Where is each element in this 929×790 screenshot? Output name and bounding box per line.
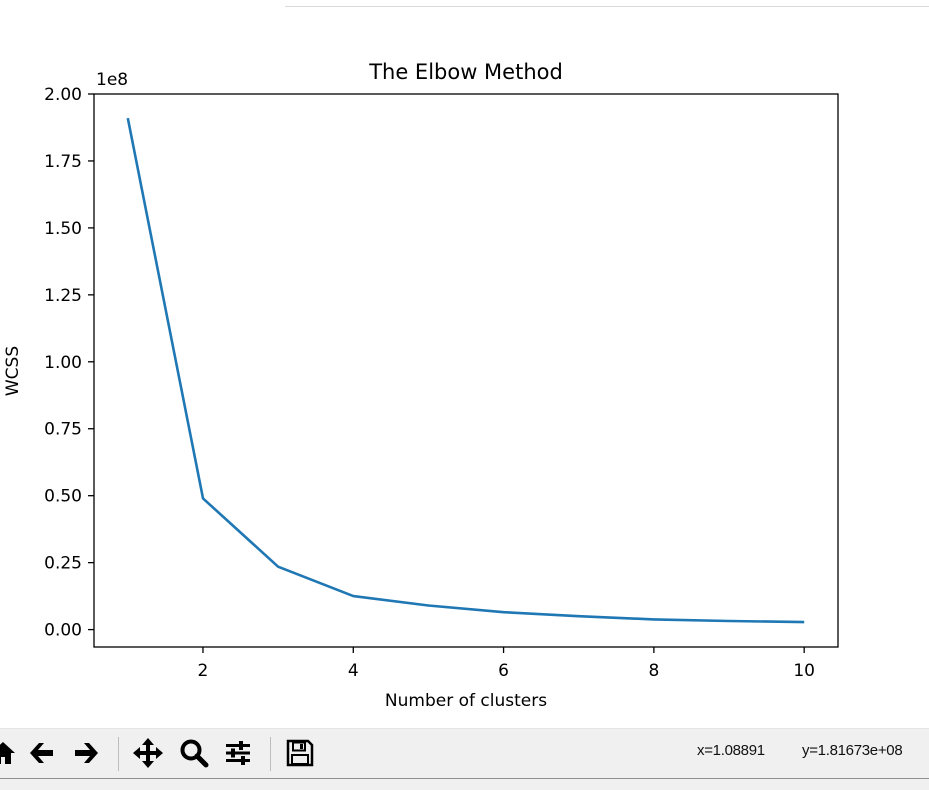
plot-frame <box>93 93 839 648</box>
y-offset-label: 1e8 <box>96 70 128 90</box>
save-button[interactable] <box>283 734 317 772</box>
elbow-chart: 2 4 6 8 10 0.00 0.25 0.50 0.75 1.00 1.25 1.50 1.75 2… <box>3 60 839 711</box>
cursor-y-readout: y=1.81673e+08 <box>802 742 903 759</box>
toolbar-separator <box>118 737 119 771</box>
y-tick-label: 0.75 <box>44 420 82 440</box>
floppy-disk-icon <box>286 739 314 767</box>
chart-title: The Elbow Method <box>368 60 563 84</box>
y-tick-label: 1.50 <box>44 219 82 239</box>
arrow-right-icon <box>75 743 98 763</box>
navigation-toolbar: x=1.08891 y=1.81673e+08 <box>0 728 929 779</box>
series-line-wcss <box>126 117 805 624</box>
y-tick-label: 1.00 <box>44 353 82 373</box>
home-button[interactable] <box>0 734 20 772</box>
top-divider <box>285 6 929 7</box>
x-tick-label: 10 <box>793 661 815 681</box>
y-tick-label: 1.25 <box>44 286 82 306</box>
figure-canvas[interactable]: 2 4 6 8 10 0.00 0.25 0.50 0.75 1.00 1.25 1.50 1.75 2… <box>0 0 929 728</box>
move-icon <box>133 738 163 768</box>
zoom-button[interactable] <box>177 734 211 772</box>
status-strip <box>0 778 929 790</box>
y-tick-label: 0.25 <box>44 554 82 574</box>
y-ticks: 0.00 0.25 0.50 0.75 1.00 1.25 1.50 1.75 2.00 <box>44 85 94 641</box>
x-tick-label: 8 <box>648 661 659 681</box>
y-tick-label: 1.75 <box>44 152 82 172</box>
x-tick-label: 4 <box>348 661 359 681</box>
y-tick-label: 0.50 <box>44 487 82 507</box>
pan-button[interactable] <box>131 734 165 772</box>
x-ticks: 2 4 6 8 10 <box>198 647 815 681</box>
arrow-left-icon <box>30 743 53 763</box>
x-tick-label: 6 <box>498 661 509 681</box>
y-tick-label: 0.00 <box>44 621 82 641</box>
cursor-x-readout: x=1.08891 <box>697 742 765 759</box>
configure-subplots-button[interactable] <box>221 734 255 772</box>
y-axis-label: WCSS <box>3 346 23 396</box>
y-tick-label: 2.00 <box>44 85 82 105</box>
forward-button[interactable] <box>70 734 104 772</box>
sliders-icon <box>226 741 250 765</box>
magnifier-icon <box>180 739 209 768</box>
x-tick-label: 2 <box>198 661 209 681</box>
home-icon <box>0 742 15 764</box>
x-axis-label: Number of clusters <box>385 691 547 711</box>
toolbar-separator <box>270 737 271 771</box>
back-button[interactable] <box>24 734 58 772</box>
